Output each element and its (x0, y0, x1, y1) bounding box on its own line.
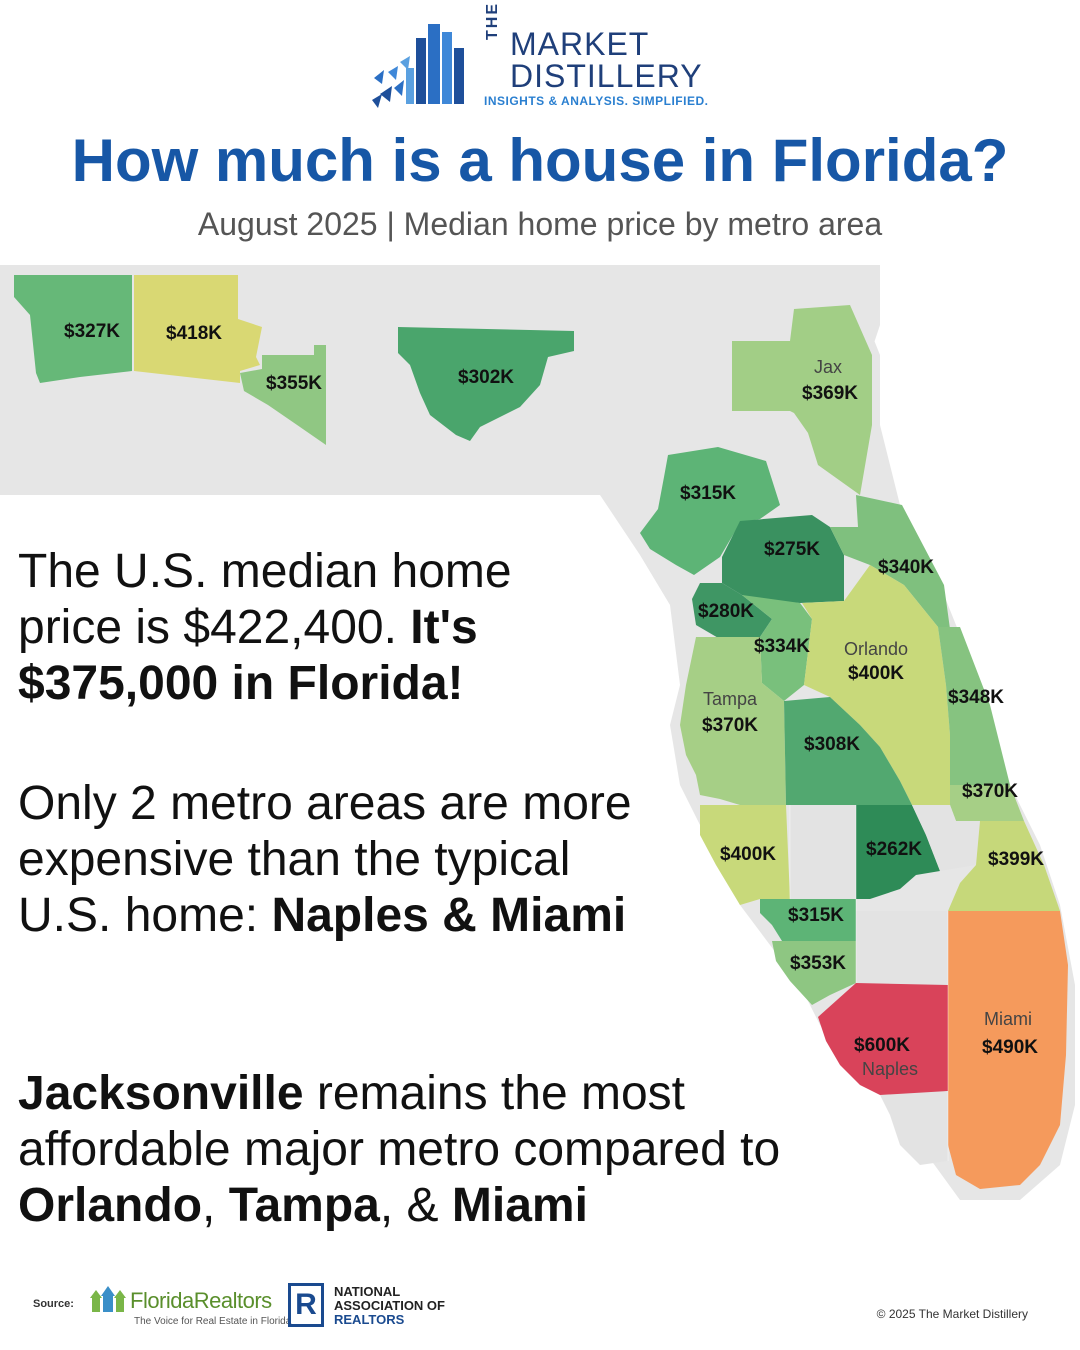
nar-r-icon: R (288, 1283, 324, 1327)
region-jacksonville (732, 305, 872, 495)
region-homosassa (692, 583, 772, 639)
region-tampa (680, 637, 786, 805)
source-label: Source: (33, 1298, 74, 1310)
city-label-tampa: Tampa (703, 689, 758, 709)
affordable-metro-text: Jacksonville remains the most affordable… (18, 1066, 858, 1234)
price-label-port-st-lucie: $399K (988, 849, 1044, 870)
florida-realtors-tagline: The Voice for Real Estate in Florida (134, 1316, 292, 1327)
city-label-naples: Naples (862, 1059, 918, 1079)
region-gainesville (640, 447, 780, 575)
region-pensacola (14, 275, 132, 383)
brand-logo: THE MARKET DISTILLERY INSIGHTS & ANALYSI… (370, 2, 730, 110)
city-label-jacksonville: Jax (814, 357, 842, 377)
price-label-pensacola: $327K (64, 321, 120, 342)
expensive-metros: Naples & Miami (271, 889, 627, 942)
expensive-metros-text: Only 2 metro areas are more expensive th… (18, 776, 638, 944)
skyline-icon (372, 24, 464, 108)
price-label-tampa: $370K (702, 715, 758, 736)
region-ocala (722, 515, 844, 603)
region-sarasota (700, 805, 790, 905)
region-okeechobee-nodata (912, 805, 980, 871)
price-label-tallahassee: $302K (458, 367, 514, 388)
city-label-miami: Miami (984, 1009, 1032, 1029)
us-comparison-text: The U.S. median home price is $422,400. … (18, 544, 618, 712)
orlando-highlight: Orlando (18, 1179, 203, 1232)
region-borders (789, 805, 949, 1161)
us-median-sentence: The U.S. median home price is $422,400. (18, 545, 512, 654)
page-subtitle: August 2025 | Median home price by metro… (197, 206, 883, 242)
brand-market: MARKET (510, 26, 650, 62)
price-label-cape-coral: $353K (790, 953, 846, 974)
region-port-st-lucie (948, 821, 1060, 911)
price-label-sebring: $262K (866, 839, 922, 860)
brand-distillery: DISTILLERY (510, 58, 703, 94)
region-crestview (134, 275, 262, 383)
nar-line-1: NATIONAL (334, 1284, 401, 1299)
price-label-naples: $600K (854, 1035, 910, 1056)
price-label-sarasota: $400K (720, 844, 776, 865)
brand-tagline: INSIGHTS & ANALYSIS. SIMPLIFIED. (484, 94, 709, 108)
florida-realtors-name: FloridaRealtors (130, 1288, 272, 1313)
price-label-gainesville: $315K (680, 483, 736, 504)
region-monroe-nodata (880, 1091, 948, 1165)
region-sebring (856, 805, 940, 899)
price-label-ocala: $275K (764, 539, 820, 560)
price-label-crestview: $418K (166, 323, 222, 344)
region-panama-city (240, 345, 326, 445)
tampa-highlight: Tampa (228, 1179, 380, 1232)
region-palm-coast (830, 495, 950, 629)
affordable-middle: remains the most affordable major metro … (18, 1067, 781, 1176)
region-orlando (802, 565, 950, 805)
price-label-palm-bay: $370K (962, 781, 1018, 802)
price-label-homosassa: $280K (698, 601, 754, 622)
region-miami (948, 911, 1068, 1189)
copyright: © 2025 The Market Distillery (876, 1307, 1028, 1321)
price-label-punta-gorda: $315K (788, 905, 844, 926)
price-label-jacksonville: $369K (802, 383, 858, 404)
city-label-orlando: Orlando (844, 639, 908, 659)
comma-and: , & (379, 1179, 452, 1232)
nar-line-2: ASSOCIATION OF (334, 1298, 445, 1313)
region-lakeland (784, 697, 912, 805)
price-label-deltona: $348K (948, 687, 1004, 708)
price-label-the-villages: $334K (754, 636, 810, 657)
region-the-villages (742, 595, 812, 701)
region-naples (818, 983, 948, 1095)
miami-highlight: Miami (451, 1179, 588, 1232)
nar-logo: R NATIONAL ASSOCIATION OF REALTORS (288, 1283, 478, 1331)
houses-icon (90, 1286, 126, 1312)
page-title: How much is a house in Florida? (71, 127, 1009, 194)
nar-line-3: REALTORS (334, 1312, 405, 1327)
price-label-panama-city: $355K (266, 373, 322, 394)
price-label-orlando: $400K (848, 663, 904, 684)
expensive-intro: Only 2 metro areas are more expensive th… (18, 777, 632, 942)
brand-the: THE (484, 2, 501, 40)
florida-median-sentence: It's $375,000 in Florida! (18, 601, 478, 710)
florida-map: $327K $418K $355K $302K Jax $369K $315K $275K $3… (0, 265, 1080, 1200)
price-label-lakeland: $308K (804, 734, 860, 755)
region-palm-bay (950, 785, 1024, 821)
region-tallahassee (398, 327, 574, 441)
region-hardee-nodata (790, 805, 856, 899)
price-label-palm-coast: $340K (878, 557, 934, 578)
region-punta-gorda (760, 899, 856, 941)
comma-1: , (202, 1179, 229, 1232)
jacksonville-highlight: Jacksonville (18, 1067, 304, 1120)
florida-realtors-logo: FloridaRealtors The Voice for Real Estat… (88, 1284, 291, 1330)
region-deltona (938, 627, 1010, 785)
map-labels: $327K $418K $355K $302K Jax $369K $315K $275K $3… (64, 321, 1044, 1079)
region-hendry-nodata (856, 911, 948, 985)
region-cape-coral (772, 941, 856, 1005)
price-label-miami: $490K (982, 1037, 1038, 1058)
